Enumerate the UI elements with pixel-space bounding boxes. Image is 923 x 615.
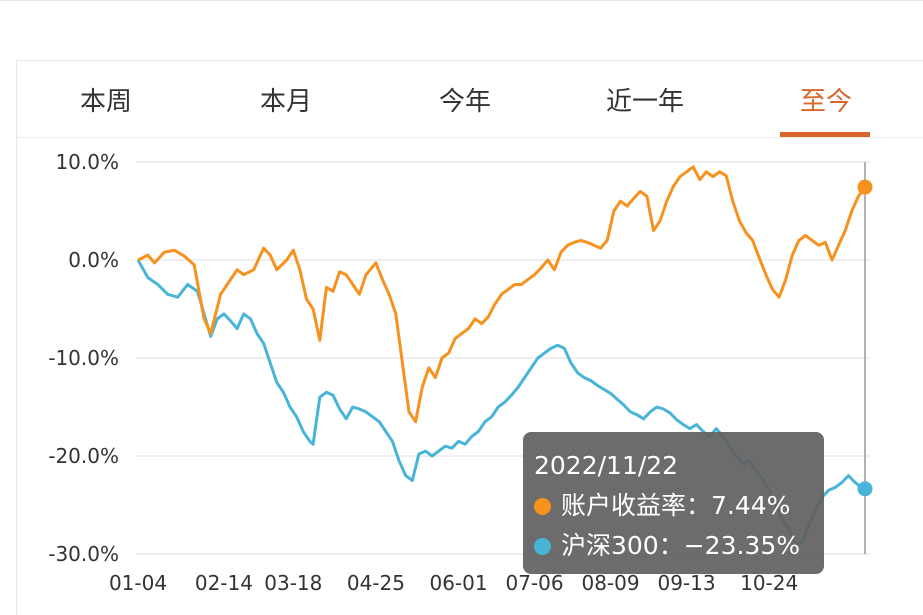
period-tabs: 本周 本月 今年 近一年 至今 <box>16 60 923 138</box>
tooltip-value-account: 7.44% <box>711 491 791 520</box>
x-tick-label: 09-13 <box>657 571 715 595</box>
tooltip-row-account: 账户收益率：7.44% <box>534 486 824 526</box>
hover-point-account-return <box>857 179 873 195</box>
x-tick-label: 04-25 <box>347 571 405 595</box>
x-tick-label: 02-14 <box>195 571 253 595</box>
y-axis-labels: 10.0% 0.0% -10.0% -20.0% -30.0% <box>48 150 119 566</box>
x-tick-label: 03-18 <box>264 571 322 595</box>
x-tick-label: 07-06 <box>505 571 563 595</box>
tooltip-label-account: 账户收益率： <box>561 491 712 520</box>
tab-since-inception[interactable]: 至今 <box>799 87 852 117</box>
x-tick-label: 01-04 <box>109 571 167 595</box>
tab-last-year[interactable]: 近一年 <box>605 87 684 117</box>
x-tick-label: 10-24 <box>740 571 798 595</box>
tooltip-label-index: 沪深300： <box>561 531 684 560</box>
series-line-account-return <box>137 165 867 424</box>
tab-this-month[interactable]: 本月 <box>259 87 312 117</box>
x-axis-labels: 01-04 02-14 03-18 04-25 06-01 07-06 08-09 09-13… <box>109 571 798 595</box>
x-tick-label: 08-09 <box>581 571 639 595</box>
y-tick-label: -10.0% <box>48 346 119 370</box>
tooltip-row-index: 沪深300：−23.35% <box>534 526 824 566</box>
tab-this-week[interactable]: 本周 <box>79 87 132 117</box>
legend-dot-hs300 <box>534 538 551 555</box>
y-tick-label: 10.0% <box>55 150 119 174</box>
tooltip-value-index: −23.35% <box>683 531 800 560</box>
y-tick-label: 0.0% <box>68 248 119 272</box>
tab-this-year[interactable]: 今年 <box>438 87 491 117</box>
active-tab-underline <box>780 132 870 137</box>
chart-tooltip: 2022/11/22 账户收益率：7.44% 沪深300：−23.35% <box>523 432 824 574</box>
y-tick-label: -30.0% <box>48 542 119 566</box>
y-tick-label: -20.0% <box>48 444 119 468</box>
hover-point-hs300 <box>857 481 873 497</box>
x-tick-label: 06-01 <box>429 571 487 595</box>
tooltip-date: 2022/11/22 <box>534 451 679 480</box>
legend-dot-account-return <box>534 498 551 515</box>
top-divider <box>0 0 923 1</box>
